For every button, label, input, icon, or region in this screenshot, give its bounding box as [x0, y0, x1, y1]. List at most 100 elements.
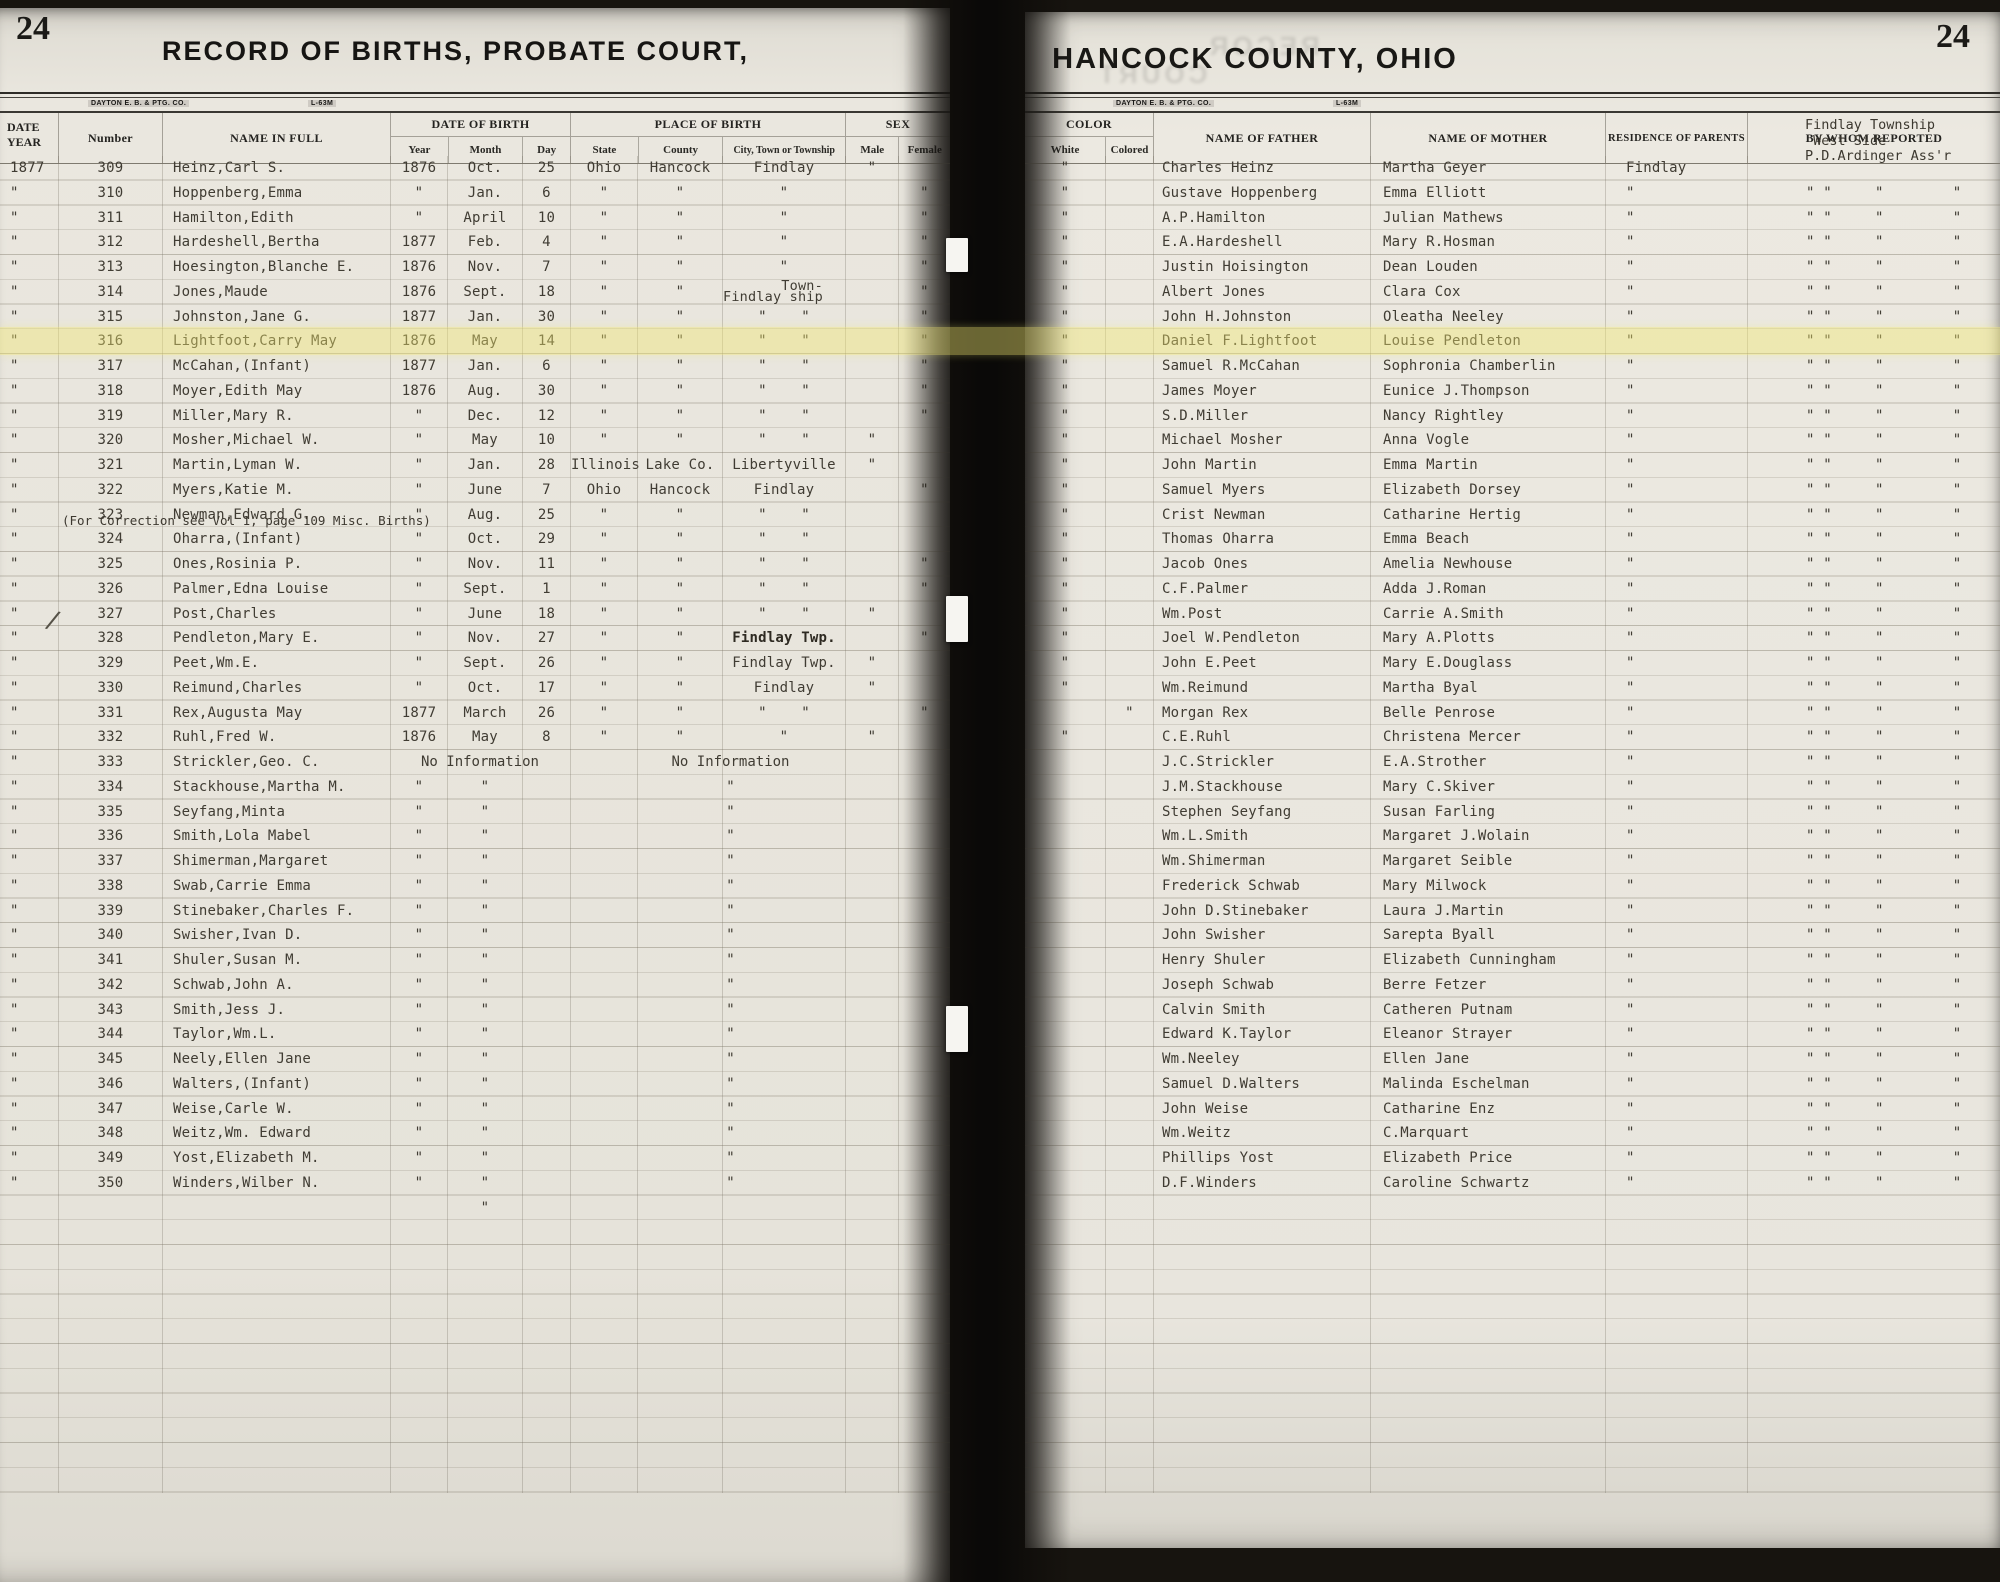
cell-number: 335 [58, 799, 162, 825]
cell-name-in-full: Weise,Carle W. [162, 1096, 390, 1122]
cell-dob-day [522, 1269, 570, 1295]
cell-county: " [637, 502, 722, 528]
cell-residence: " [1605, 428, 1747, 453]
empty-row [0, 1418, 950, 1443]
cell-year: " [10, 630, 19, 647]
cell-county [637, 1071, 722, 1097]
cell-number [58, 1195, 162, 1221]
cell-father-name: Phillips Yost [1153, 1146, 1370, 1171]
cell-county [637, 1368, 722, 1394]
cell-father-name: John Swisher [1153, 923, 1370, 948]
cell-female [898, 1096, 950, 1122]
cell-name-in-full: Miller,Mary R. [162, 403, 390, 429]
cell-dob-year: " [390, 972, 447, 998]
cell-number: 343 [58, 997, 162, 1023]
cell-white [1025, 948, 1105, 973]
cell-dob-month: June [447, 601, 522, 627]
cell-male [845, 576, 898, 602]
cell-mother-name: Emma Elliott [1370, 180, 1605, 206]
cell-year: " [10, 952, 19, 968]
col-header-date-year: DATE YEAR [0, 113, 58, 163]
cell-male [845, 1467, 898, 1493]
cell-dob-month: Jan. [447, 180, 522, 206]
cell-name-in-full: Swab,Carrie Emma [162, 873, 390, 899]
cell-dob-day: 11 [522, 552, 570, 577]
cell-reported: " " " " [1747, 626, 2000, 651]
record-row: Wm.L.Smith Margaret J.Wolain " " " " " [1025, 824, 2000, 849]
cell-white: " [1060, 283, 1070, 300]
cell-dob-month: Sept. [447, 576, 522, 602]
cell-dob-day: 6 [522, 354, 570, 379]
cell-name-in-full: Neely,Ellen Jane [162, 1047, 390, 1072]
cell-dob-day [522, 799, 570, 825]
cell-name-in-full [162, 1319, 390, 1344]
cell-dob-month: " [447, 1170, 522, 1196]
cell-female [898, 824, 950, 849]
cell-mother-name: Ellen Jane [1370, 1047, 1605, 1072]
cell-reported: " " " " [1747, 972, 2000, 998]
cell-number: 323 [58, 502, 162, 528]
cell-father-name [1153, 1245, 1370, 1270]
cell-male [845, 626, 898, 651]
cell-residence: " [1605, 502, 1747, 528]
record-row: " S.D.Miller Nancy Rightley " " " " " [1025, 403, 2000, 429]
cell-number: 322 [58, 477, 162, 503]
cell-state: " [570, 180, 637, 206]
cell-name-in-full: Shuler,Susan M. [162, 948, 390, 973]
cell-white: " [1060, 382, 1070, 399]
cell-dob-day [522, 1195, 570, 1221]
no-information-pob: " [726, 1001, 735, 1018]
cell-dob-day [522, 1294, 570, 1320]
cell-name-in-full: Lightfoot,Carry May [162, 329, 390, 354]
record-row: Calvin Smith Catheren Putnam " " " " " [1025, 997, 2000, 1023]
no-information-dob: No Information [420, 754, 539, 770]
cell-state: " [570, 700, 637, 726]
cell-colored [1105, 477, 1153, 503]
cell-reported: " " " " [1747, 205, 2000, 231]
cell-dob-month: Aug. [447, 378, 522, 404]
cell-year [0, 1369, 58, 1394]
cell-name-in-full: Reimund,Charles [162, 675, 390, 701]
cell-white [1025, 1072, 1105, 1097]
cell-reported: " " " " [1747, 1121, 2000, 1146]
cell-year: " [10, 580, 19, 597]
cell-male [845, 799, 898, 825]
cell-number: 349 [58, 1146, 162, 1171]
record-row-347: " 347 Weise,Carle W. " " " [0, 1096, 950, 1122]
cell-dob-month: Jan. [447, 304, 522, 330]
cell-state: " [570, 502, 637, 528]
cell-city-town [722, 1121, 845, 1146]
cell-reported: " " " " [1747, 873, 2000, 899]
cell-state [570, 1418, 637, 1443]
cell-residence: " [1605, 849, 1747, 874]
correction-note: (For Correction see Vol 1, page 109 Misc… [62, 513, 431, 528]
record-row: " [0, 1195, 950, 1221]
record-row: " John E.Peet Mary E.Douglass " " " " " [1025, 651, 2000, 676]
cell-dob-month: " [447, 1071, 522, 1097]
cell-dob-month: " [447, 923, 522, 948]
cell-white: " [1060, 481, 1070, 498]
cell-state [570, 824, 637, 849]
cell-year: " [10, 184, 19, 201]
cell-reported [1747, 1195, 2000, 1221]
cell-residence: " [1605, 205, 1747, 231]
cell-male: " [845, 453, 898, 478]
cell-white [1025, 1146, 1105, 1171]
cell-reported: " " " " [1747, 502, 2000, 528]
cell-dob-year: " [390, 1047, 447, 1072]
cell-dob-day [522, 1022, 570, 1047]
cell-male [845, 230, 898, 255]
empty-row [1025, 1467, 2000, 1493]
cell-residence [1605, 1195, 1747, 1221]
cell-mother-name [1370, 1443, 1605, 1468]
cell-father-name [1153, 1344, 1370, 1369]
cell-city-town: Libertyville [722, 453, 845, 478]
cell-mother-name: Eunice J.Thompson [1370, 378, 1605, 404]
cell-city-town: " [722, 180, 845, 206]
record-row-343: " 343 Smith,Jess J. " " " [0, 997, 950, 1023]
cell-number: 326 [58, 576, 162, 602]
cell-mother-name: Emma Martin [1370, 453, 1605, 478]
cell-father-name: Albert Jones [1153, 279, 1370, 305]
cell-dob-year: " [390, 477, 447, 503]
cell-dob-month: Aug. [447, 502, 522, 528]
